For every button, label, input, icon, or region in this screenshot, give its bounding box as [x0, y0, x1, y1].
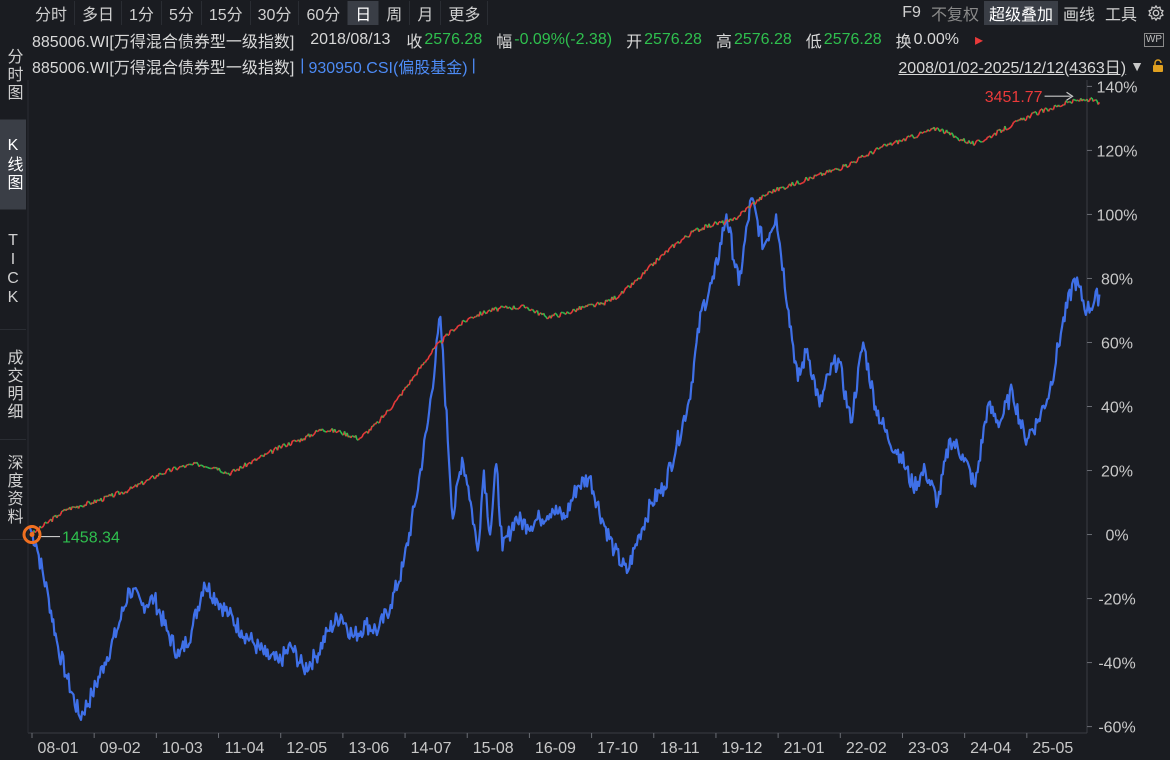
x-tick-label: 09-02: [100, 740, 141, 757]
high-label: 高: [715, 34, 732, 51]
quote-date: 2018/08/13: [310, 31, 391, 48]
x-tick-label: 15-08: [473, 740, 514, 757]
x-tick-label: 12-05: [286, 740, 327, 757]
period-tabs: 分时 多日 1分 5分 15分 30分 60分日周月更多: [28, 0, 489, 26]
y-tick-label: 120%: [1097, 143, 1138, 160]
period-tab[interactable]: 日: [348, 1, 380, 25]
y-tick-label: -60%: [1098, 720, 1135, 737]
draw-line-button[interactable]: 画线: [1062, 7, 1095, 24]
security-name: 885006.WI[万得混合债券型一级指数]: [32, 34, 295, 51]
period-tab[interactable]: 分时: [28, 1, 76, 25]
chart-annotations: 3451.77 1458.34: [22, 89, 1074, 547]
no-adjust-button[interactable]: 不复权: [930, 7, 979, 24]
left-tab[interactable]: 分时图: [0, 30, 26, 120]
overlay-legend-row: 885006.WI[万得混合债券型一级指数] | 930950.CSI(偏股基金…: [32, 55, 1170, 77]
x-tick-label: 10-03: [162, 740, 203, 757]
quote-menu-arrow-icon[interactable]: ▸: [975, 32, 984, 49]
low-value: 2576.28: [823, 31, 882, 48]
period-tab[interactable]: 15分: [202, 1, 251, 25]
period-tab[interactable]: 60分: [299, 1, 349, 25]
turnover-label: 换: [895, 34, 912, 51]
open-label: 开: [626, 34, 643, 51]
settings-button[interactable]: [1142, 1, 1170, 25]
chart-series: [28, 97, 1101, 721]
high-value: 2576.28: [733, 31, 792, 48]
y-tick-label: 0%: [1105, 528, 1128, 545]
quote-row: 885006.WI[万得混合债券型一级指数] 2018/08/13 收 2576…: [32, 29, 1170, 51]
left-tab[interactable]: 深度资料: [0, 440, 26, 540]
crosshair-marker-icon[interactable]: [22, 525, 42, 545]
x-tick-label: 23-03: [908, 740, 949, 757]
y-tick-label: 80%: [1101, 271, 1133, 288]
x-tick-label: 11-04: [225, 740, 265, 757]
change-value: -0.09%(-2.38): [514, 31, 613, 48]
x-tick-label: 13-06: [348, 740, 389, 757]
open-value: 2576.28: [644, 31, 702, 48]
period-toolbar: 分时 多日 1分 5分 15分 30分 60分日周月更多 F9 不复权 超级叠加 画线 工具: [28, 0, 1170, 26]
tools-button[interactable]: 工具: [1104, 7, 1137, 24]
period-tab[interactable]: 30分: [251, 1, 300, 25]
x-tick-label: 21-01: [784, 740, 825, 757]
tool-buttons: F9 不复权 超级叠加 画线 工具: [897, 0, 1170, 26]
main-series-line: [29, 97, 1101, 536]
legend-separator: |: [300, 57, 305, 74]
chart-axes: 140% 120% 100% 80% 60% 40% 20% 0% -20% -40% -60% 08…: [31, 79, 1138, 757]
x-tick-label: 22-02: [846, 740, 887, 757]
period-tab[interactable]: 月: [410, 1, 442, 25]
y-tick-label: 140%: [1097, 79, 1138, 96]
left-tab-label: K线图: [4, 137, 22, 192]
close-value: 2576.28: [424, 31, 483, 48]
overlay-series-line: [28, 197, 1101, 721]
overlay-series-label[interactable]: 930950.CSI(偏股基金): [308, 60, 468, 77]
y-tick-label: -40%: [1098, 656, 1135, 673]
x-tick-label: 14-07: [411, 740, 452, 757]
change-label: 幅: [496, 34, 513, 51]
y-tick-label: 100%: [1097, 207, 1138, 224]
date-range-selector[interactable]: 2008/01/02-2025/12/12(4363日): [898, 60, 1127, 77]
wp-badge-icon[interactable]: WP: [1143, 33, 1164, 47]
turnover-value: 0.00%: [913, 31, 960, 48]
close-label: 收: [406, 34, 423, 51]
x-tick-label: 16-09: [535, 740, 576, 757]
max-value-label: 3451.77: [985, 89, 1043, 106]
period-tab[interactable]: 5分: [162, 1, 202, 25]
left-tab-label: TICK: [4, 231, 22, 308]
x-tick-label: 19-12: [721, 740, 762, 757]
y-tick-label: 20%: [1101, 464, 1133, 481]
left-tab[interactable]: TICK: [0, 210, 26, 330]
chart-grid: [27, 80, 1088, 734]
gear-icon: [1148, 5, 1164, 21]
x-tick-label: 17-10: [597, 740, 638, 757]
left-tab-label: 成交明细: [4, 348, 22, 421]
left-tab[interactable]: 成交明细: [0, 330, 26, 440]
x-tick-label: 24-04: [970, 740, 1011, 757]
super-overlay-button[interactable]: 超级叠加: [983, 1, 1058, 25]
y-tick-label: -20%: [1098, 592, 1135, 609]
min-value-label: 1458.34: [62, 530, 120, 547]
period-tab[interactable]: 更多: [441, 1, 489, 25]
y-tick-label: 40%: [1101, 400, 1133, 417]
range-dropdown-icon[interactable]: ▼: [1130, 58, 1144, 74]
period-tab[interactable]: 多日: [75, 1, 123, 25]
left-view-tabs: 分时图 K线图 TICK 成交明细深度资料: [0, 30, 26, 540]
left-tab-label: 分时图: [4, 47, 22, 102]
legend-separator-end: |: [471, 57, 476, 74]
main-series-label[interactable]: 885006.WI[万得混合债券型一级指数]: [32, 60, 295, 77]
left-tab[interactable]: K线图: [0, 120, 26, 210]
period-tab[interactable]: 周: [379, 1, 411, 25]
low-label: 低: [805, 34, 822, 51]
f9-button[interactable]: F9: [902, 4, 921, 21]
lock-icon[interactable]: [1152, 59, 1164, 73]
y-tick-label: 60%: [1101, 335, 1133, 352]
period-tab[interactable]: 1分: [122, 1, 162, 25]
left-tab-label: 深度资料: [4, 453, 22, 526]
x-tick-label: 25-05: [1032, 740, 1073, 757]
x-tick-label: 08-01: [38, 740, 79, 757]
x-tick-label: 18-11: [660, 740, 700, 757]
